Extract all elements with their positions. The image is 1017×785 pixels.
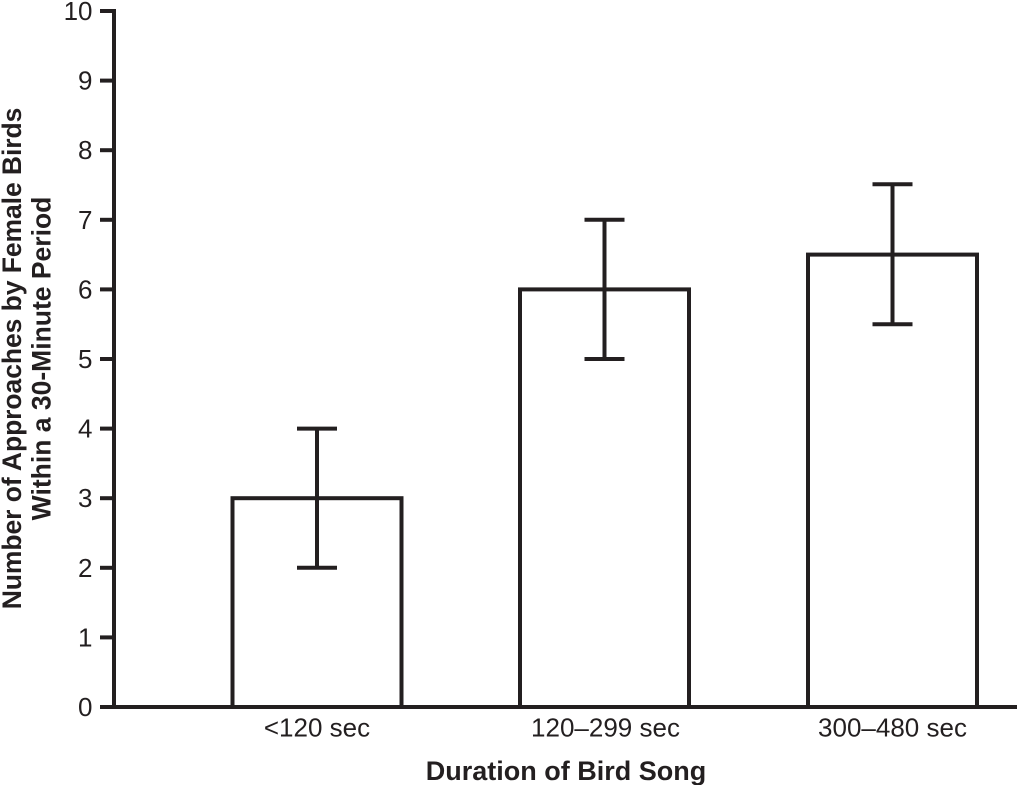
svg-text:Within a 30-Minute Period: Within a 30-Minute Period [27, 197, 57, 521]
svg-text:300–480 sec: 300–480 sec [818, 713, 967, 743]
svg-text:120–299 sec: 120–299 sec [531, 713, 680, 743]
svg-text:Duration of Bird Song: Duration of Bird Song [426, 756, 706, 785]
svg-text:<120 sec: <120 sec [264, 713, 370, 743]
svg-text:Number of Approaches by Female: Number of Approaches by Female Birds [0, 108, 27, 610]
svg-text:10: 10 [64, 0, 93, 26]
svg-text:0: 0 [78, 692, 92, 722]
svg-text:8: 8 [78, 135, 92, 165]
svg-text:5: 5 [78, 344, 92, 374]
svg-text:1: 1 [78, 622, 92, 652]
svg-text:3: 3 [78, 483, 92, 513]
svg-text:6: 6 [78, 274, 92, 304]
svg-text:2: 2 [78, 553, 92, 583]
svg-text:7: 7 [78, 205, 92, 235]
svg-text:9: 9 [78, 66, 92, 96]
svg-text:4: 4 [78, 414, 92, 444]
